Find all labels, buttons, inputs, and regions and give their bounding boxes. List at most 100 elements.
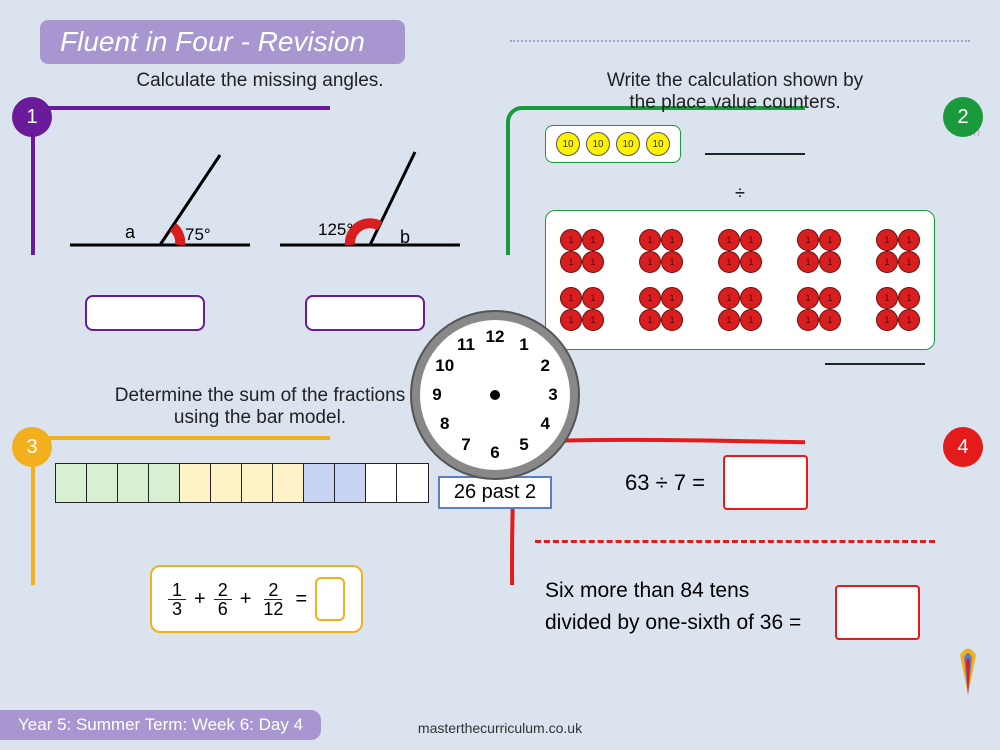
- plus-sign: +: [240, 588, 252, 611]
- ten-counter: 10: [556, 132, 580, 156]
- one-counter: 1: [876, 287, 898, 309]
- panel-badge-4: 4: [943, 427, 983, 467]
- fraction: 13: [168, 581, 186, 618]
- one-counter: 1: [898, 287, 920, 309]
- svg-text:125°: 125°: [318, 220, 353, 239]
- one-counter: 1: [661, 309, 683, 331]
- panel-4-divider: [535, 540, 935, 543]
- division-expression: 63 ÷ 7 =: [625, 455, 808, 510]
- answer-line-bottom[interactable]: [825, 363, 925, 365]
- panel-badge-1: 1: [12, 97, 52, 137]
- bar-cell: [56, 464, 87, 502]
- clock-number: 3: [548, 385, 557, 405]
- one-counter: 1: [797, 229, 819, 251]
- one-counter: 1: [876, 309, 898, 331]
- angle-left-figure: a 75°: [60, 150, 260, 280]
- instruction-2: Write the calculation shown by the place…: [505, 70, 965, 114]
- one-counter: 1: [797, 251, 819, 273]
- one-counter: 1: [560, 251, 582, 273]
- ten-counter: 10: [616, 132, 640, 156]
- svg-text:a: a: [125, 222, 136, 242]
- one-counter: 1: [560, 229, 582, 251]
- clock-number: 5: [519, 435, 528, 455]
- one-counter: 1: [582, 251, 604, 273]
- one-counter: 1: [560, 287, 582, 309]
- answer-box-angle-b[interactable]: [305, 295, 425, 331]
- clock-number: 6: [490, 443, 499, 463]
- one-counter: 1: [740, 287, 762, 309]
- ones-cluster: 1111: [558, 227, 606, 275]
- ones-cluster: 1111: [795, 285, 843, 333]
- one-counter: 1: [740, 309, 762, 331]
- clock-number: 8: [440, 414, 449, 434]
- answer-line-top[interactable]: [705, 153, 805, 155]
- one-counter: 1: [661, 229, 683, 251]
- clock-face: 121234567891011: [420, 320, 570, 470]
- equals-sign: =: [295, 588, 307, 611]
- one-counter: 1: [582, 309, 604, 331]
- instruction-1: Calculate the missing angles.: [30, 70, 490, 92]
- panel-division: 4 63 ÷ 7 = Six more than 84 tens divided…: [505, 435, 965, 695]
- ten-counter: 10: [586, 132, 610, 156]
- ten-counter: 10: [646, 132, 670, 156]
- one-counter: 1: [718, 287, 740, 309]
- one-counter: 1: [639, 309, 661, 331]
- one-counter: 1: [661, 287, 683, 309]
- one-counter: 1: [582, 287, 604, 309]
- ones-cluster: 1111: [874, 227, 922, 275]
- divide-symbol: ÷: [735, 183, 745, 204]
- expr-text: 63 ÷ 7 =: [625, 470, 705, 496]
- one-counter: 1: [582, 229, 604, 251]
- clock-number: 4: [540, 414, 549, 434]
- logo-icon: [948, 640, 988, 700]
- panel-badge-2: 2: [943, 97, 983, 137]
- panel-angles: 1 Calculate the missing angles. a 75° 12…: [30, 105, 490, 355]
- plus-sign: +: [194, 588, 206, 611]
- ones-cluster: 1111: [637, 285, 685, 333]
- panel-border: [30, 435, 330, 585]
- ones-cluster: 1111: [716, 285, 764, 333]
- clock-number: 9: [432, 385, 441, 405]
- one-counter: 1: [819, 309, 841, 331]
- ones-cluster: 1111: [874, 285, 922, 333]
- clock-number: 1: [519, 335, 528, 355]
- one-counter: 1: [639, 229, 661, 251]
- bar-cell: [149, 464, 180, 502]
- svg-text:75°: 75°: [185, 225, 211, 244]
- bar-cell: [211, 464, 242, 502]
- ones-cluster: 1111: [716, 227, 764, 275]
- clock-number: 2: [540, 356, 549, 376]
- svg-text:b: b: [400, 227, 410, 247]
- clock-center-dot: [490, 390, 500, 400]
- ones-counter-group: 1111111111111111111111111111111111111111: [545, 210, 935, 350]
- page-title: Fluent in Four - Revision: [40, 20, 405, 64]
- one-counter: 1: [876, 251, 898, 273]
- clock-number: 12: [486, 327, 505, 347]
- answer-box-word-problem[interactable]: [835, 585, 920, 640]
- one-counter: 1: [797, 309, 819, 331]
- bar-cell: [87, 464, 118, 502]
- answer-box-angle-a[interactable]: [85, 295, 205, 331]
- clock-widget: 121234567891011 26 past 2: [420, 320, 570, 509]
- bar-cell: [335, 464, 366, 502]
- ones-cluster: 1111: [795, 227, 843, 275]
- one-counter: 1: [819, 287, 841, 309]
- bar-model: [55, 463, 429, 503]
- bar-cell: [242, 464, 273, 502]
- answer-box-division[interactable]: [723, 455, 808, 510]
- one-counter: 1: [898, 229, 920, 251]
- clock-number: 11: [457, 335, 475, 355]
- one-counter: 1: [797, 287, 819, 309]
- one-counter: 1: [661, 251, 683, 273]
- fraction: 212: [259, 581, 287, 618]
- panel-place-value: 2 Write the calculation shown by the pla…: [505, 105, 965, 380]
- answer-box-fraction[interactable]: [315, 577, 345, 621]
- one-counter: 1: [898, 309, 920, 331]
- fraction: 26: [214, 581, 232, 618]
- title-dash-rule: [510, 40, 970, 42]
- bar-cell: [273, 464, 304, 502]
- one-counter: 1: [898, 251, 920, 273]
- ones-cluster: 1111: [637, 227, 685, 275]
- one-counter: 1: [718, 229, 740, 251]
- one-counter: 1: [718, 309, 740, 331]
